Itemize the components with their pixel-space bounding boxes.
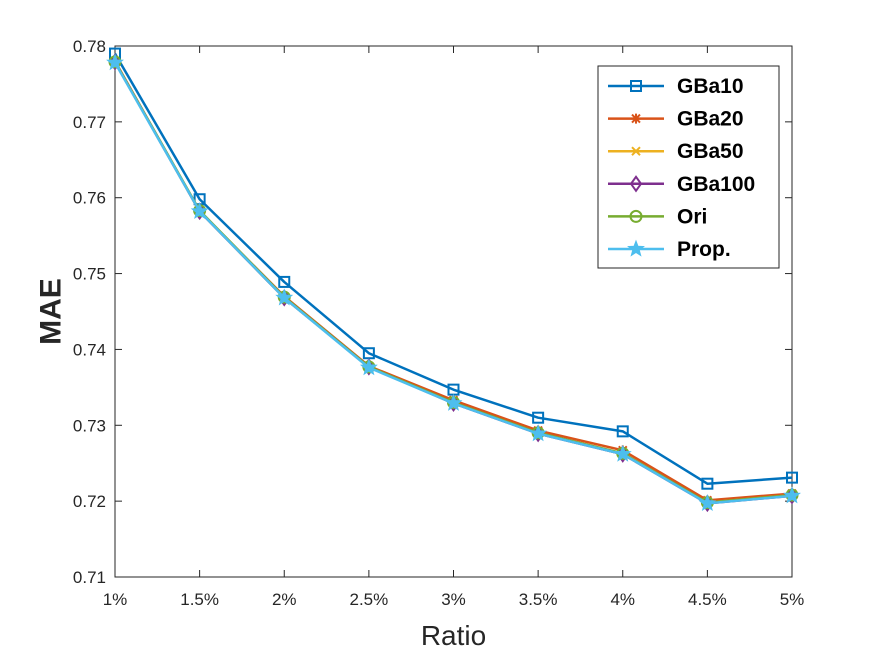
legend-label: GBa10: [677, 75, 744, 98]
data-point: [529, 424, 548, 442]
data-point: [444, 393, 463, 411]
legend-marker: [631, 146, 641, 156]
data-point: [613, 444, 632, 462]
legend-marker: [629, 209, 643, 223]
x-tick-label: 5%: [780, 590, 805, 609]
y-tick-label: 0.73: [73, 416, 106, 435]
x-tick-label: 4.5%: [688, 590, 727, 609]
data-point: [786, 471, 798, 484]
legend-item: Ori: [608, 205, 707, 228]
y-tick-label: 0.76: [73, 189, 106, 208]
x-tick-label: 3.5%: [519, 590, 558, 609]
x-tick-label: 3%: [441, 590, 466, 609]
legend-label: Prop.: [677, 238, 731, 261]
data-point: [106, 53, 124, 71]
legend-box: [597, 65, 780, 269]
legend-marker: [629, 175, 643, 193]
legend-label: GBa100: [677, 173, 755, 196]
x-tick-label: 1%: [103, 590, 128, 609]
legend-item: GBa100: [608, 173, 755, 196]
x-tick-label: 2.5%: [350, 590, 389, 609]
legend: GBa10 GBa20 GBa50 GBa100 Ori Prop.: [597, 65, 780, 269]
data-point: [698, 494, 717, 512]
legend-marker: [630, 80, 642, 92]
y-tick-label: 0.71: [73, 568, 106, 587]
x-tick-label: 1.5%: [180, 590, 219, 609]
data-point: [359, 358, 378, 376]
data-point: [701, 477, 714, 490]
x-tick-label: 4%: [610, 590, 635, 609]
x-axis-title: Ratio: [421, 620, 486, 651]
legend-item: GBa20: [608, 108, 744, 131]
data-point: [275, 288, 294, 306]
data-point: [616, 425, 629, 438]
y-tick-label: 0.72: [73, 492, 106, 511]
axis-ticks: 1% 1.5% 2% 2.5% 3% 3.5% 4% 4.5% 5% 0.71 0.72 0.73 0.…: [73, 37, 804, 609]
legend-marker: [627, 239, 645, 257]
legend-item: GBa10: [608, 75, 744, 98]
x-tick-label: 2%: [272, 590, 297, 609]
data-point: [532, 411, 545, 424]
series-line: [113, 52, 793, 485]
legend-item: Prop.: [608, 238, 731, 261]
data-point: [278, 275, 291, 288]
y-tick-label: 0.77: [73, 113, 106, 132]
legend-label: GBa50: [677, 140, 744, 163]
y-tick-label: 0.78: [73, 37, 106, 56]
legend-label: GBa20: [677, 108, 744, 131]
legend-item: GBa50: [608, 140, 744, 163]
series-layer: [106, 47, 801, 513]
series-prop: [106, 53, 801, 512]
y-tick-label: 0.74: [73, 340, 106, 359]
data-point: [783, 486, 801, 504]
y-axis-title: MAE: [35, 278, 68, 345]
legend-label: Ori: [677, 205, 707, 228]
legend-marker: [631, 113, 641, 124]
y-tick-label: 0.75: [73, 265, 106, 284]
data-point: [190, 201, 209, 219]
